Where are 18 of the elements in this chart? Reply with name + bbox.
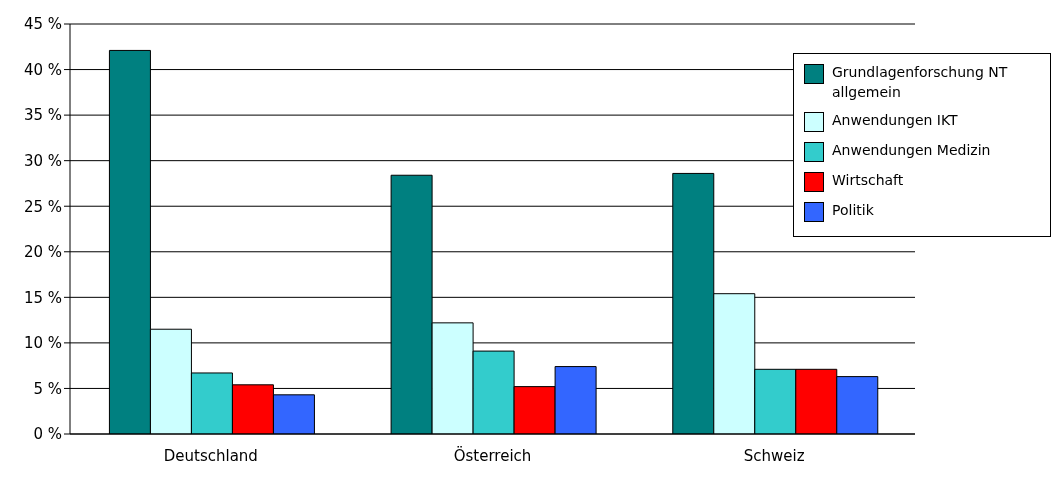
y-tick-label: 10 % <box>23 334 62 353</box>
y-tick-label: 30 % <box>23 151 62 170</box>
y-tick-label: 25 % <box>23 197 62 216</box>
y-tick-label: 15 % <box>23 288 62 307</box>
y-tick-label: 0 % <box>33 425 62 444</box>
x-tick-label: Deutschland <box>163 446 258 465</box>
legend-label: Anwendungen IKT <box>832 111 959 130</box>
legend-label: Grundlagenforschung NT allgemein <box>832 63 1009 102</box>
legend-label: Anwendungen Medizin <box>832 141 992 160</box>
y-tick-label: 35 % <box>23 106 62 125</box>
x-tick-label: Österreich <box>453 445 532 465</box>
x-tick-label: Schweiz <box>743 446 805 465</box>
legend-label: Wirtschaft <box>832 171 905 190</box>
y-tick-label: 20 % <box>23 243 62 262</box>
y-tick-label: 40 % <box>23 60 62 79</box>
legend-label: Politik <box>832 201 875 220</box>
y-tick-label: 5 % <box>33 379 62 398</box>
y-tick-label: 45 % <box>23 15 62 34</box>
